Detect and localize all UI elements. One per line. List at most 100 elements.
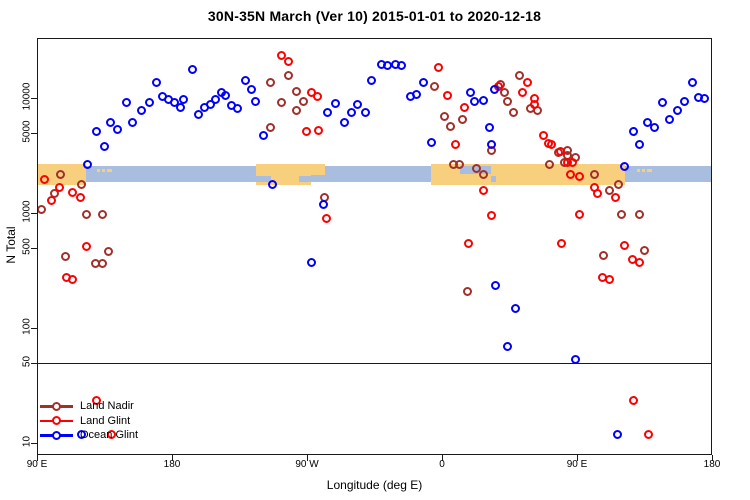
divider-line xyxy=(38,362,711,364)
data-point-ocean-glint xyxy=(170,97,179,107)
data-point-ocean-glint xyxy=(128,117,137,127)
data-point-land-nadir xyxy=(617,209,626,219)
data-point-land-nadir xyxy=(440,112,449,122)
data-point-land-nadir xyxy=(509,108,518,118)
data-point-land-nadir xyxy=(605,186,614,196)
data-point-ocean-glint xyxy=(485,122,494,132)
data-point-land-glint xyxy=(459,102,469,112)
map-strip-ocean-wedge xyxy=(299,175,311,182)
data-point-ocean-glint xyxy=(680,96,689,106)
data-point-land-glint xyxy=(81,242,91,252)
data-point-ocean-glint xyxy=(570,355,580,365)
data-point-ocean-glint xyxy=(612,430,622,440)
data-point-land-glint xyxy=(555,146,565,156)
legend-ring-icon xyxy=(52,401,61,411)
legend-ring-icon xyxy=(52,416,61,426)
y-tick-label: 10000 xyxy=(21,82,33,111)
legend-swatch-land-nadir xyxy=(40,401,73,411)
data-point-land-nadir xyxy=(635,209,644,219)
data-point-land-glint xyxy=(68,187,77,197)
data-point-land-nadir xyxy=(545,159,554,169)
legend-swatch-land-glint xyxy=(40,416,73,426)
data-point-land-nadir xyxy=(503,96,512,106)
data-point-land-nadir xyxy=(266,77,275,87)
chart-title: 30N-35N March (Ver 10) 2015-01-01 to 202… xyxy=(207,8,542,24)
data-point-land-nadir xyxy=(38,204,46,214)
data-point-ocean-glint xyxy=(339,117,349,127)
data-point-land-glint xyxy=(276,50,286,60)
x-tick-label: 90 E xyxy=(566,459,588,470)
y-tick-mark xyxy=(31,98,37,99)
data-point-ocean-glint xyxy=(629,127,638,137)
data-point-land-glint xyxy=(620,241,629,251)
data-point-land-nadir xyxy=(639,246,649,256)
plot-area xyxy=(37,38,712,455)
data-point-ocean-glint xyxy=(650,123,659,133)
data-point-land-glint xyxy=(284,57,293,67)
data-point-land-nadir xyxy=(500,87,509,97)
data-point-land-glint xyxy=(450,140,460,150)
x-tick-label: 90 E xyxy=(26,459,48,470)
y-tick-label: 10 xyxy=(21,435,33,448)
data-point-land-glint xyxy=(314,126,323,136)
data-point-land-nadir xyxy=(284,71,293,81)
y-tick-label: 1000 xyxy=(21,200,33,223)
data-point-land-glint xyxy=(68,274,77,284)
data-point-ocean-glint xyxy=(194,109,203,119)
data-point-ocean-glint xyxy=(635,140,644,150)
data-point-ocean-glint xyxy=(306,257,316,267)
data-point-ocean-glint xyxy=(503,341,512,351)
y-tick-mark xyxy=(31,328,37,329)
data-point-ocean-glint xyxy=(426,137,436,147)
data-point-ocean-glint xyxy=(188,65,197,75)
data-point-land-nadir xyxy=(471,163,481,173)
data-point-ocean-glint xyxy=(489,84,499,94)
data-point-land-nadir xyxy=(446,121,455,131)
island-speck xyxy=(107,168,112,172)
y-axis-label: N Total xyxy=(4,226,18,264)
legend-ring-icon xyxy=(52,430,61,440)
data-point-land-glint xyxy=(546,140,556,150)
y-tick-mark xyxy=(31,362,37,364)
y-tick-mark xyxy=(31,443,37,444)
data-point-ocean-glint xyxy=(152,77,161,87)
data-point-ocean-glint xyxy=(323,107,332,117)
data-point-land-glint xyxy=(321,213,331,223)
island-speck xyxy=(647,168,652,172)
map-strip-ocean-wedge xyxy=(491,175,496,182)
legend-item-land-nadir: Land Nadir xyxy=(40,399,138,414)
data-point-land-nadir xyxy=(291,105,301,115)
data-point-ocean-glint xyxy=(672,106,682,116)
data-point-ocean-glint xyxy=(396,61,406,71)
data-point-land-nadir xyxy=(479,170,488,180)
data-point-ocean-glint xyxy=(687,77,697,87)
x-tick-mark xyxy=(577,455,578,461)
data-point-land-glint xyxy=(302,127,311,137)
legend-item-ocean-glint: Ocean Glint xyxy=(40,428,138,443)
x-tick-label: 180 xyxy=(163,459,181,470)
data-point-ocean-glint xyxy=(699,93,709,103)
island-speck xyxy=(636,168,640,172)
data-point-ocean-glint xyxy=(465,88,475,98)
data-point-land-nadir xyxy=(462,287,472,297)
data-point-ocean-glint xyxy=(486,140,496,150)
data-point-land-nadir xyxy=(291,86,301,96)
data-point-land-nadir xyxy=(599,250,608,260)
legend-item-land-glint: Land Glint xyxy=(40,414,138,429)
data-point-land-glint xyxy=(434,63,443,73)
data-point-ocean-glint xyxy=(353,99,362,109)
x-tick-mark xyxy=(442,455,443,461)
data-point-land-glint xyxy=(605,274,614,284)
data-point-ocean-glint xyxy=(137,106,146,116)
data-point-ocean-glint xyxy=(122,97,131,107)
data-point-ocean-glint xyxy=(347,108,356,118)
data-point-ocean-glint xyxy=(657,97,667,107)
y-tick-label: 500 xyxy=(21,237,33,255)
data-point-ocean-glint xyxy=(491,280,500,290)
island-speck xyxy=(641,168,645,172)
data-point-ocean-glint xyxy=(179,94,188,104)
data-point-land-glint xyxy=(593,189,602,199)
data-point-land-glint xyxy=(567,158,577,168)
data-point-ocean-glint xyxy=(267,180,277,190)
data-point-ocean-glint xyxy=(318,200,328,210)
